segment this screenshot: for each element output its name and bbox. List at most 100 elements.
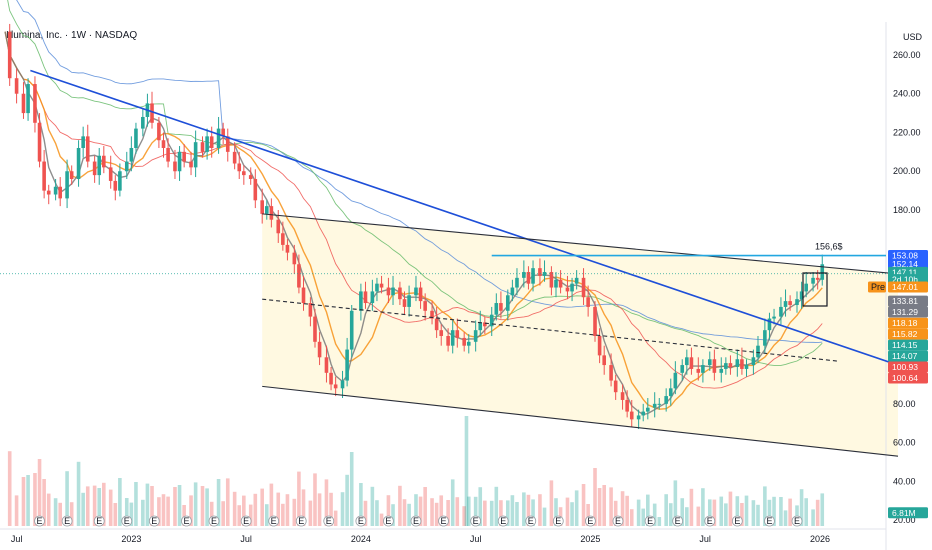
volume-bar — [92, 485, 97, 526]
volume-bar — [285, 494, 290, 526]
volume-bar — [313, 473, 317, 526]
volume-bar — [414, 494, 418, 526]
volume-bar — [641, 508, 646, 526]
volume-bar — [386, 495, 391, 526]
candle-body — [795, 299, 799, 305]
ma-blue-line — [16, 0, 823, 343]
x-tick-label: 2023 — [121, 534, 141, 544]
earnings-marker — [672, 515, 684, 527]
price-tag: 100.93 — [888, 361, 928, 373]
candle-body — [510, 287, 515, 296]
candle-body — [85, 136, 90, 162]
volume-bar — [455, 497, 460, 526]
candle-body — [124, 161, 129, 172]
volume-bar — [113, 503, 118, 526]
volume-bar — [756, 504, 760, 526]
candle-body — [7, 31, 12, 79]
volume-bar — [58, 502, 63, 526]
pre-badge-label: Pre — [871, 282, 885, 292]
candle-body — [574, 277, 579, 284]
earnings-marker — [552, 515, 564, 527]
volume-bar — [450, 479, 455, 526]
volume-bar — [712, 499, 717, 526]
candle-body — [359, 291, 363, 311]
price-tag-label: 131.29 — [892, 307, 918, 317]
volume-bar — [281, 503, 285, 526]
candle-body — [418, 287, 423, 302]
candle-body — [685, 357, 689, 366]
candle-body — [779, 306, 783, 317]
currency-label[interactable]: USD — [902, 32, 922, 42]
volume-bar — [166, 496, 170, 526]
candle-body — [69, 171, 74, 179]
candle-body — [248, 175, 253, 179]
candle-body — [345, 349, 349, 381]
earnings-marker-label: E — [271, 516, 277, 526]
candle-body — [333, 384, 338, 389]
candle-body — [505, 295, 510, 311]
volume-bar — [505, 500, 510, 526]
volume-bar — [602, 485, 606, 526]
volume-bar — [673, 480, 678, 526]
candle-body — [489, 314, 494, 327]
candle-body — [166, 147, 170, 162]
candle-body — [724, 363, 728, 369]
volume-bar — [333, 510, 338, 526]
candle-body — [815, 277, 820, 280]
candle-body — [466, 341, 471, 346]
volume-bar — [652, 503, 657, 526]
volume-bar — [33, 473, 37, 526]
price-tag-bg — [888, 350, 928, 362]
candle-body — [646, 407, 650, 412]
candle-body — [549, 272, 554, 288]
earnings-marker-label: E — [37, 516, 43, 526]
volume-bar — [763, 486, 767, 526]
volume-bar — [324, 479, 329, 526]
candle-body — [242, 171, 246, 176]
volume-bar — [345, 474, 349, 526]
volume-bar — [418, 496, 423, 526]
y-tick-label: 220.00 — [893, 127, 921, 137]
candle-body — [499, 303, 503, 311]
x-tick-label: Jul — [470, 534, 482, 544]
earnings-marker — [525, 515, 537, 527]
price-tag-bg — [888, 306, 928, 318]
volume-bar — [804, 498, 808, 526]
volume-bar — [200, 486, 205, 526]
candle-body — [209, 136, 214, 148]
earnings-marker — [323, 515, 335, 527]
candle-body — [177, 151, 182, 172]
earnings-marker — [731, 515, 743, 527]
volume-bar — [646, 494, 650, 526]
volume-bar — [510, 495, 515, 526]
channel-top-line — [262, 213, 899, 275]
candle-body — [301, 287, 306, 304]
candle-body — [673, 372, 678, 389]
earnings-marker-label: E — [555, 516, 561, 526]
candle-body — [554, 279, 558, 288]
volume-bar — [767, 499, 772, 526]
volume-bar — [216, 479, 221, 526]
volume-bar — [815, 499, 820, 526]
volume-bar — [701, 488, 705, 526]
candle-body — [446, 335, 450, 346]
candle-body — [522, 272, 526, 278]
volume-bar — [85, 486, 90, 526]
candle-body — [581, 277, 586, 298]
candle-body — [450, 330, 455, 346]
volume-bar — [173, 487, 177, 526]
volume-bar — [391, 504, 395, 526]
candle-body — [439, 330, 444, 336]
price-tag-label: 152.14 — [892, 259, 918, 269]
earnings-marker-label: E — [766, 516, 772, 526]
candle-body — [602, 355, 606, 366]
volume-bar — [689, 488, 694, 526]
candle-body — [526, 272, 531, 284]
volume-bar — [308, 500, 313, 526]
price-tag-label: 153.08 — [892, 251, 918, 261]
earnings-marker-label: E — [647, 516, 653, 526]
volume-bar — [609, 487, 613, 526]
volume-bar — [205, 488, 209, 526]
volume-bar — [751, 500, 756, 526]
